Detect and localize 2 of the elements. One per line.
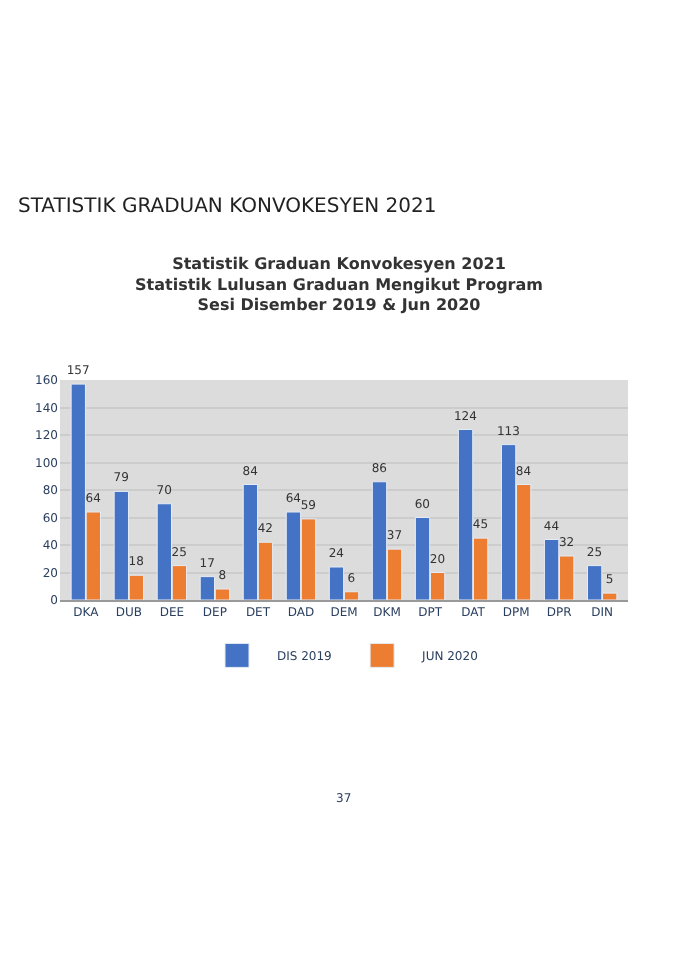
chart-title: Statistik Graduan Konvokesyen 2021 Statistik Lulusan Graduan Mengikut Program Sesi Disember 2019 & Jun 2020: [135, 254, 543, 315]
text: STATISTIK GRADUAN KONVOKESYEN 2021: [18, 196, 437, 218]
